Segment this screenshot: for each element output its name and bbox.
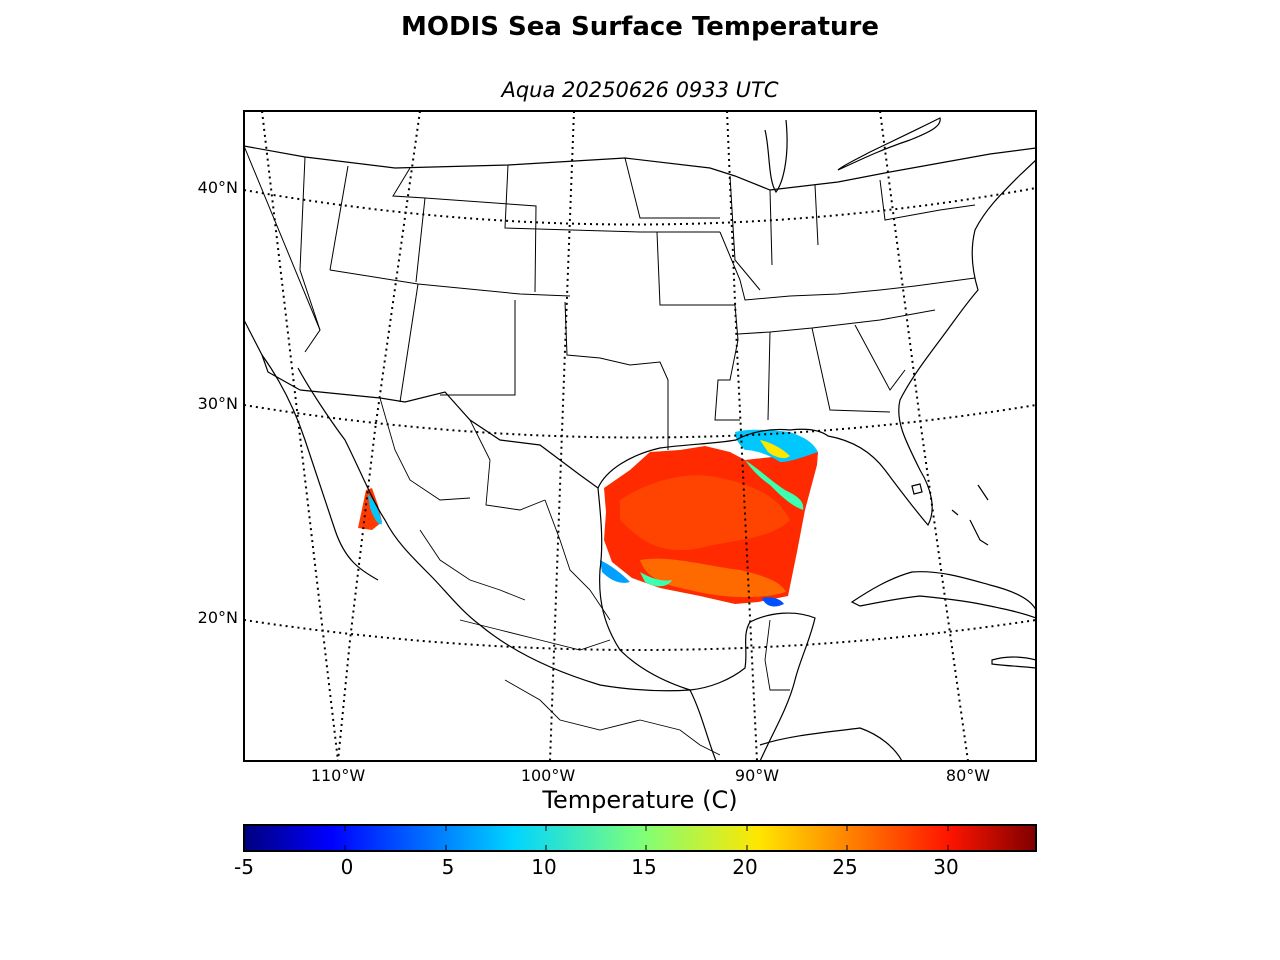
lon-label-100w: 100°W: [520, 766, 576, 785]
colorbar-tick-label: 10: [531, 855, 557, 879]
state-line-az-nm: [399, 283, 419, 403]
map-content: [244, 111, 1036, 761]
state-line-tx-ok: [564, 301, 669, 450]
state-line-36-5n: [719, 231, 976, 301]
sst-cool-coastal-1: [745, 460, 804, 510]
lat-label-30n: 30°N: [197, 394, 238, 413]
us-mexico-border: [299, 389, 599, 489]
sst-swath-warm-patch: [620, 475, 790, 551]
figure-title: MODIS Sea Surface Temperature: [401, 12, 879, 42]
hispaniola: [991, 656, 1036, 669]
state-line-ia: [624, 157, 720, 219]
mx-line-1: [379, 397, 471, 501]
bahamas-1: [977, 484, 989, 501]
mexico-pacific-coast: [297, 367, 691, 692]
lon-label-90w: 90°W: [734, 766, 780, 785]
bahamas-3: [951, 509, 959, 516]
central-america-west: [689, 689, 717, 761]
meridian-100w: [549, 111, 575, 761]
mexico-state-lines: [379, 397, 790, 756]
colorbar-tick-label: 5: [441, 855, 455, 879]
cuba: [850, 571, 1036, 619]
sst-cold-coastal-2: [735, 429, 818, 462]
sst-swath: [358, 429, 818, 607]
state-line-ar-la: [656, 231, 740, 421]
sst-west-cool: [368, 494, 382, 525]
state-line-in: [769, 189, 773, 266]
coastlines-borders: [244, 117, 1036, 761]
colorbar-tick-label: 25: [832, 855, 858, 879]
colorbar-tick-label: 15: [631, 855, 657, 879]
sst-yellow-coastal: [760, 440, 790, 459]
state-line-or: [244, 145, 321, 331]
state-line-ms-al: [767, 331, 771, 421]
sst-cool-coastal-4: [640, 572, 672, 587]
sst-cold-coastal-3: [600, 560, 630, 583]
baja-west: [261, 354, 379, 581]
state-line-nm: [440, 300, 516, 396]
parallel-30n: [244, 404, 1036, 439]
state-line-co: [424, 197, 537, 293]
colorbar-tick-label: 0: [340, 855, 354, 879]
lon-label-110w: 110°W: [310, 766, 366, 785]
mx-line-6: [504, 679, 641, 731]
colorbar-tick-label: -5: [234, 855, 254, 879]
parallel-40n: [244, 187, 1036, 226]
state-line-oh-in: [814, 184, 819, 246]
state-line-wy: [392, 167, 426, 283]
lat-label-40n: 40°N: [197, 178, 238, 197]
parallel-20n: [244, 619, 1036, 651]
colorbar: [243, 824, 1037, 852]
us-west-coast: [244, 319, 301, 391]
lake-okeechobee: [911, 483, 923, 495]
state-line-id-ut: [329, 165, 349, 271]
state-line-ca-nv: [299, 156, 321, 353]
lake-huron-erie: [837, 117, 941, 171]
state-line-il: [729, 175, 761, 291]
colorbar-tick-marks: [344, 825, 949, 851]
canada-border: [244, 145, 1036, 191]
colorbar-tick-label: 20: [732, 855, 758, 879]
meridian-80w: [879, 111, 969, 761]
mx-line-3: [419, 529, 526, 601]
mx-line-2: [469, 419, 546, 511]
state-line-ga-sc: [854, 324, 906, 391]
colorbar-label: Temperature (C): [542, 786, 738, 814]
meridian-90w: [726, 111, 758, 761]
mx-line-8: [764, 619, 790, 691]
colorbar-tick-label: 30: [933, 855, 959, 879]
mx-line-4: [544, 499, 611, 621]
meridian-105w: [337, 111, 421, 761]
state-lines: [244, 145, 976, 450]
state-line-al-ga: [811, 327, 891, 413]
state-line-pa: [879, 179, 976, 221]
state-line-36n: [329, 269, 571, 297]
us-gulf-atlantic-coast: [597, 159, 1036, 527]
lake-michigan: [764, 119, 788, 194]
lat-label-20n: 20°N: [197, 608, 238, 627]
mx-line-5: [459, 619, 611, 651]
mx-line-7: [639, 719, 721, 756]
mexico-gulf-coast: [597, 487, 816, 761]
central-america-east: [759, 727, 903, 761]
bahamas-2: [969, 519, 989, 546]
lon-label-80w: 80°W: [945, 766, 991, 785]
figure-subtitle: Aqua 20250626 0933 UTC: [501, 78, 779, 102]
sst-cold-coastal-5: [762, 597, 784, 607]
map-frame: [243, 110, 1037, 762]
sst-swath-orange-patch: [640, 558, 786, 598]
state-line-ne-ks: [504, 164, 720, 233]
